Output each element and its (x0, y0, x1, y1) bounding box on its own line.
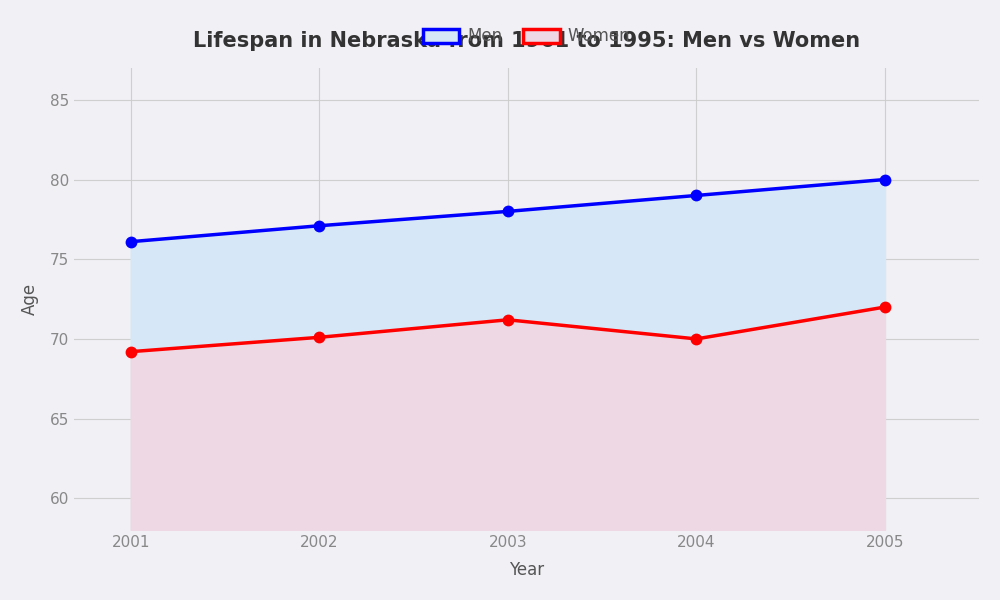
Title: Lifespan in Nebraska from 1961 to 1995: Men vs Women: Lifespan in Nebraska from 1961 to 1995: … (193, 31, 860, 51)
X-axis label: Year: Year (509, 561, 544, 579)
Legend: Men, Women: Men, Women (416, 21, 637, 52)
Y-axis label: Age: Age (21, 283, 39, 315)
